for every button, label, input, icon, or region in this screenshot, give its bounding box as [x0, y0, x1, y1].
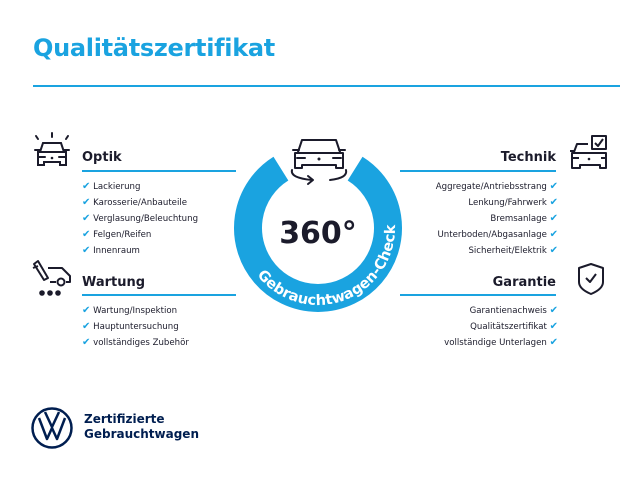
list-item: ✔ Hauptuntersuchung [82, 321, 179, 332]
wartung-divider [82, 294, 236, 296]
check-icon: ✔ [549, 213, 558, 224]
list-item: Unterboden/Abgasanlage ✔ [437, 229, 559, 240]
list-item: Lenkung/Fahrwerk ✔ [468, 197, 558, 208]
garantie-list: Garantienachweis ✔ Qualitätszertifikat ✔… [444, 303, 558, 351]
brand-label: Zertifizierte Gebrauchtwagen [84, 412, 199, 441]
check-icon: ✔ [549, 245, 558, 256]
wartung-list: ✔ Wartung/Inspektion ✔ Hauptuntersuchung… [82, 303, 189, 351]
check-icon: ✔ [82, 181, 91, 192]
list-item: Qualitätszertifikat ✔ [470, 321, 558, 332]
check-icon: ✔ [82, 213, 91, 224]
section-heading-optik: Optik [82, 150, 122, 165]
garantie-divider [400, 294, 556, 296]
ring-arc [234, 156, 402, 312]
technik-divider [400, 170, 556, 172]
list-item: Sicherheit/Elektrik ✔ [468, 245, 558, 256]
check-icon: ✔ [549, 337, 558, 348]
list-item: ✔ vollständiges Zubehör [82, 337, 189, 348]
list-item: ✔ Karosserie/Anbauteile [82, 197, 188, 208]
check-icon: ✔ [82, 197, 91, 208]
list-item: ✔ Lackierung [82, 181, 141, 192]
list-item: ✔ Verglasung/Beleuchtung [82, 213, 199, 224]
optik-divider [82, 170, 236, 172]
section-heading-wartung: Wartung [82, 275, 146, 290]
optik-list: ✔ Lackierung ✔ Karosserie/Anbauteile ✔ V… [82, 179, 198, 259]
car-check-icon [570, 135, 607, 169]
list-item: Aggregate/Antriebsstrang ✔ [435, 181, 558, 192]
section-heading-technik: Technik [500, 150, 556, 165]
check-icon: ✔ [82, 321, 91, 332]
list-item: ✔ Felgen/Reifen [82, 229, 152, 240]
list-item: Bremsanlage ✔ [490, 213, 558, 224]
list-item: ✔ Wartung/Inspektion [82, 305, 178, 316]
technik-list: Aggregate/Antriebsstrang ✔ Lenkung/Fahrw… [436, 179, 558, 259]
check-icon: ✔ [82, 305, 91, 316]
service-tools-icon [32, 260, 71, 296]
car-lights-icon [34, 132, 70, 166]
page-title: Qualitätszertifikat [33, 34, 275, 62]
section-heading-garantie: Garantie [492, 275, 556, 290]
check-icon: ✔ [549, 321, 558, 332]
check-icon: ✔ [549, 229, 558, 240]
degree-label: 360° [279, 216, 357, 251]
vw-logo [31, 407, 73, 449]
list-item: vollständige Unterlagen ✔ [444, 337, 558, 348]
shield-check-icon [578, 263, 604, 295]
check-icon: ✔ [549, 197, 558, 208]
list-item: ✔ Innenraum [82, 245, 140, 256]
check-icon: ✔ [549, 181, 558, 192]
car-rotate-icon [290, 139, 348, 185]
list-item: Garantienachweis ✔ [469, 305, 558, 316]
title-divider [33, 85, 620, 87]
check-icon: ✔ [82, 229, 91, 240]
check-icon: ✔ [549, 305, 558, 316]
check-icon: ✔ [82, 245, 91, 256]
check-icon: ✔ [82, 337, 91, 348]
